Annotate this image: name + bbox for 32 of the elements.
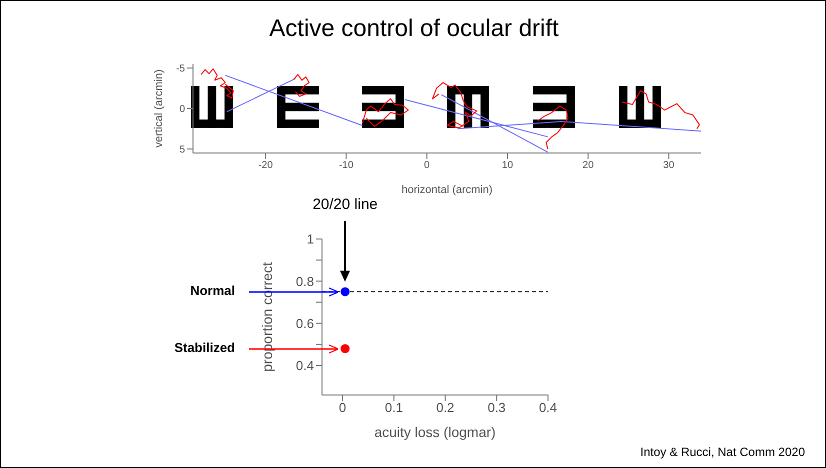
text: Stabilized xyxy=(174,340,235,355)
x-tick-label: 20 xyxy=(582,160,594,172)
y-tick-label: 0.4 xyxy=(296,358,314,374)
line-series xyxy=(362,98,409,127)
x-axis-title: acuity loss (logmar) xyxy=(374,424,496,440)
y-tick-label: 0 xyxy=(179,104,186,116)
y-axis-title: vertical (arcmin) xyxy=(152,69,165,148)
line-series xyxy=(200,68,234,98)
text: 20/20 line xyxy=(312,196,379,213)
x-tick-label: 0.3 xyxy=(488,400,506,416)
x-tick-label: -10 xyxy=(338,160,354,172)
text: Intoy & Rucci, Nat Comm 2020 xyxy=(640,445,805,459)
y-tick-label: 0.6 xyxy=(296,316,314,331)
y-tick-label: 5 xyxy=(179,144,186,156)
text: Normal xyxy=(190,282,235,298)
x-tick-label: -20 xyxy=(258,160,274,172)
x-tick-label: 30 xyxy=(663,160,675,172)
x-tick-label: 0.1 xyxy=(384,400,403,416)
x-axis-title: horizontal (arcmin) xyxy=(401,184,493,196)
y-axis-title: proportion correct xyxy=(258,262,275,372)
line-series xyxy=(621,90,700,130)
y-tick-label: -5 xyxy=(176,64,186,75)
y-tick-label: 1 xyxy=(306,232,314,247)
x-tick-label: 0 xyxy=(338,400,346,416)
x-tick-label: 0 xyxy=(424,160,430,172)
chart-title: Active control of ocular drift xyxy=(268,15,560,43)
line-series xyxy=(538,106,568,150)
x-tick-label: 10 xyxy=(502,160,514,172)
x-tick-label: 0.2 xyxy=(436,400,454,416)
y-tick-label: 0.8 xyxy=(296,274,314,289)
line-series xyxy=(432,82,478,128)
x-tick-label: 0.4 xyxy=(538,400,558,416)
